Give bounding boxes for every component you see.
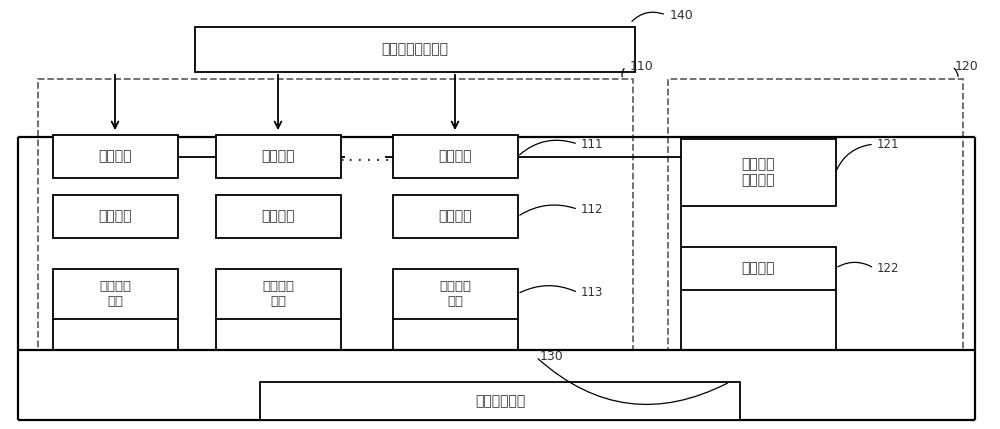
- Bar: [38, 79, 633, 350]
- Text: 122: 122: [877, 262, 900, 275]
- Bar: [216, 195, 340, 238]
- Text: 电容缓冲单元: 电容缓冲单元: [475, 394, 525, 408]
- Bar: [680, 247, 836, 290]
- Text: 机械开关: 机械开关: [438, 150, 472, 163]
- Text: 限压模块: 限压模块: [741, 261, 775, 275]
- Text: 机械开关: 机械开关: [98, 150, 132, 163]
- Text: 吸能限压
模块: 吸能限压 模块: [262, 280, 294, 308]
- Bar: [53, 135, 178, 178]
- Text: 均压模块: 均压模块: [98, 210, 132, 224]
- Text: 机械开关供能单元: 机械开关供能单元: [382, 42, 448, 56]
- Bar: [216, 269, 340, 318]
- Bar: [392, 135, 518, 178]
- Text: 120: 120: [955, 60, 979, 73]
- Text: 电力电子
开关模块: 电力电子 开关模块: [741, 157, 775, 187]
- Bar: [260, 382, 740, 420]
- Bar: [216, 135, 340, 178]
- Text: 121: 121: [877, 138, 900, 151]
- Text: 140: 140: [670, 9, 694, 21]
- Text: ......: ......: [338, 149, 392, 164]
- Bar: [195, 27, 635, 72]
- Bar: [668, 79, 963, 350]
- Text: 110: 110: [630, 60, 654, 73]
- Text: 均压模块: 均压模块: [438, 210, 472, 224]
- Text: 112: 112: [581, 203, 604, 216]
- Text: 吸能限压
模块: 吸能限压 模块: [439, 280, 471, 308]
- Text: 130: 130: [540, 350, 564, 363]
- Bar: [53, 269, 178, 318]
- Text: 吸能限压
模块: 吸能限压 模块: [99, 280, 131, 308]
- Bar: [392, 195, 518, 238]
- Bar: [680, 139, 836, 206]
- Text: 113: 113: [581, 286, 603, 299]
- Text: 机械开关: 机械开关: [261, 150, 295, 163]
- Bar: [53, 195, 178, 238]
- Text: 111: 111: [581, 138, 604, 151]
- Bar: [392, 269, 518, 318]
- Text: 均压模块: 均压模块: [261, 210, 295, 224]
